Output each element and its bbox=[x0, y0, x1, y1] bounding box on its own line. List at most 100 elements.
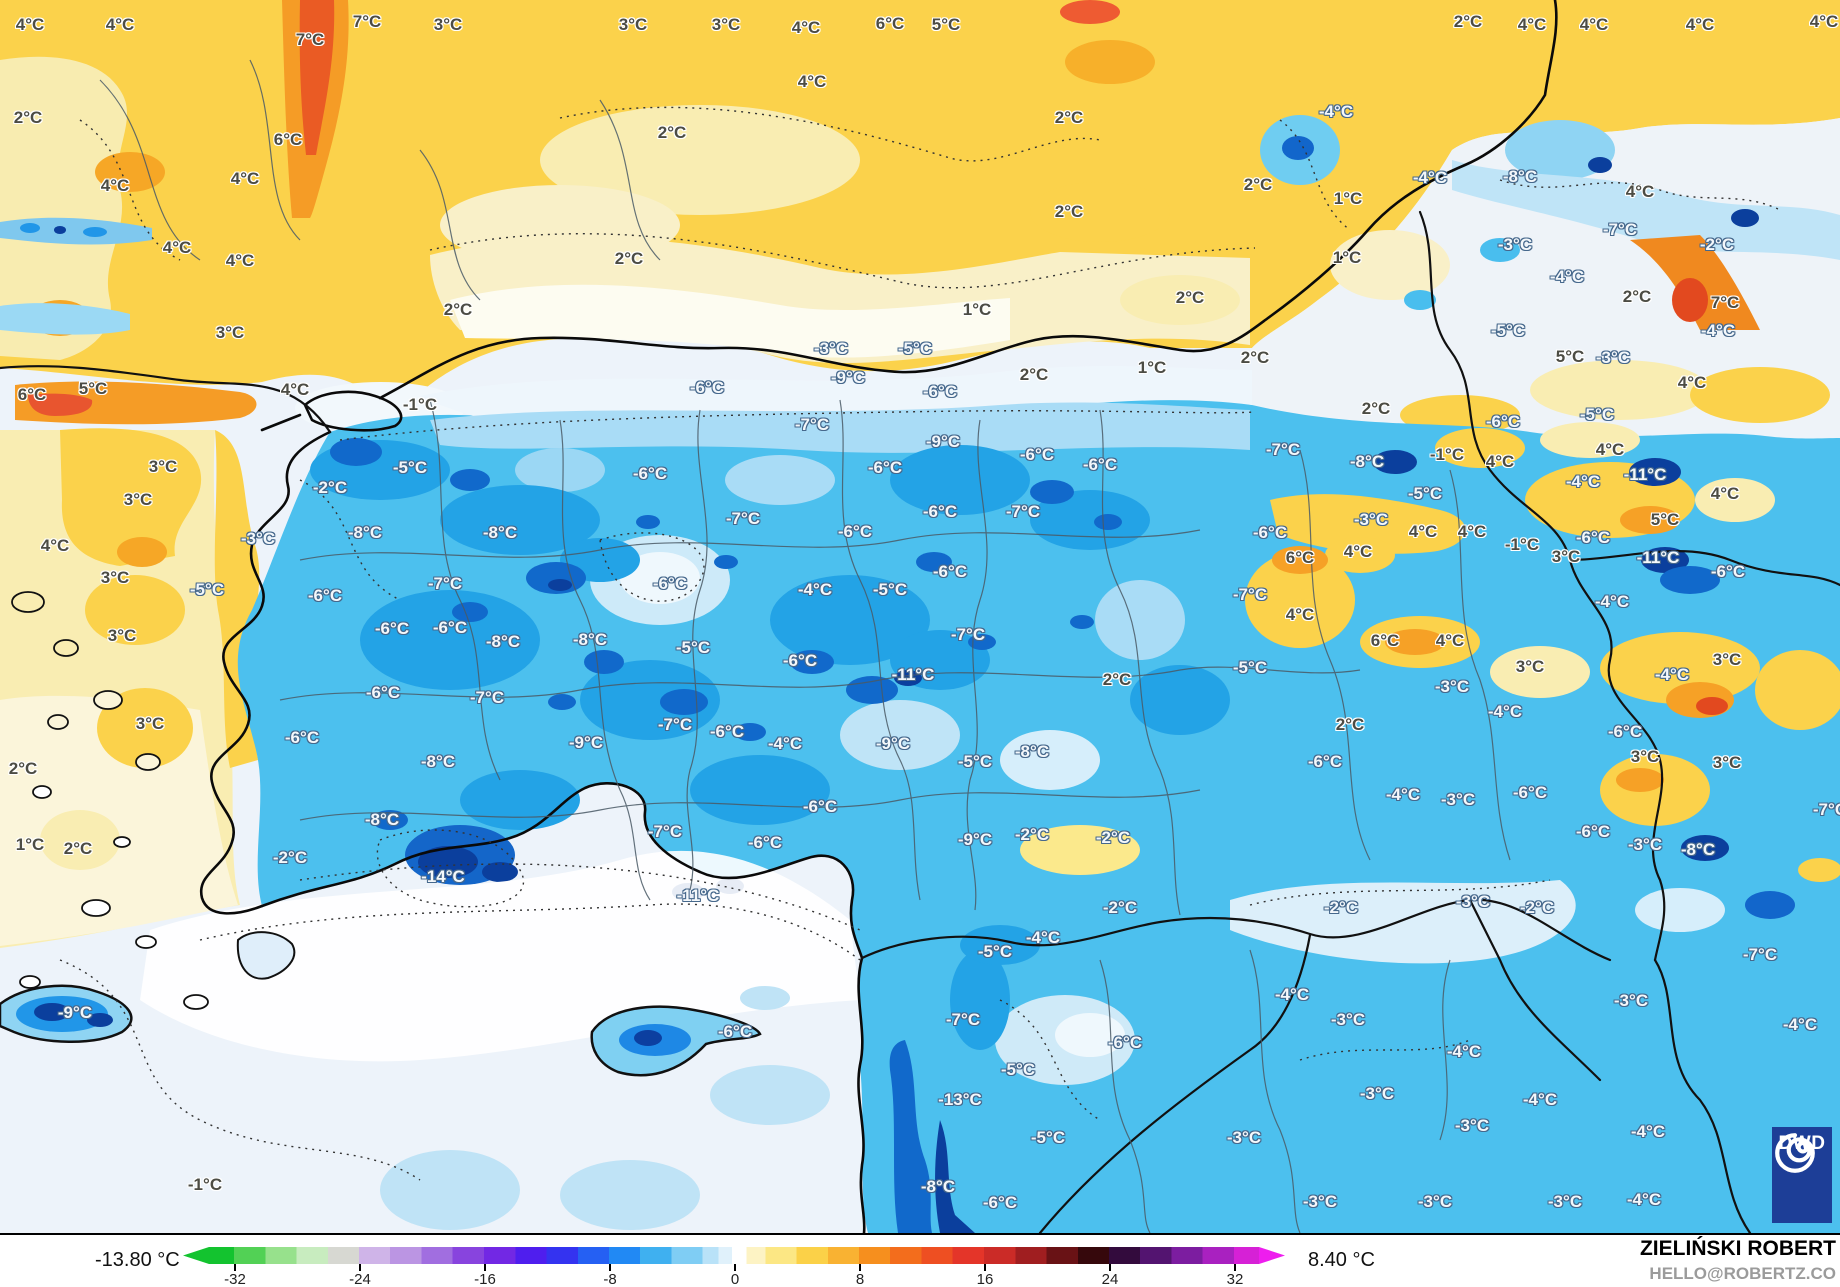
temp-label: -5°C bbox=[977, 942, 1013, 961]
temp-label: -5°C bbox=[957, 752, 993, 771]
temp-label: -6°C bbox=[1107, 1033, 1143, 1052]
temp-label: 6°C bbox=[273, 130, 303, 149]
temp-label: -6°C bbox=[1019, 445, 1055, 464]
temp-label: -7°C bbox=[725, 509, 761, 528]
temp-label: -2°C bbox=[1014, 825, 1050, 844]
temp-label: -4°C bbox=[1274, 985, 1310, 1004]
temp-label: -3°C bbox=[1497, 235, 1533, 254]
legend-tick-label: 24 bbox=[1101, 1271, 1119, 1287]
temp-label: 2°C bbox=[614, 249, 644, 268]
temp-label: 6°C bbox=[1285, 548, 1315, 567]
temp-label: -8°C bbox=[1680, 840, 1716, 859]
temp-label: -6°C bbox=[1252, 523, 1288, 542]
temp-label: -1°C bbox=[1429, 445, 1465, 464]
temp-label: -4°C bbox=[1782, 1015, 1818, 1034]
temp-label: -2°C bbox=[1095, 828, 1131, 847]
legend-tick-label: -8 bbox=[603, 1271, 617, 1287]
temp-label: -6°C bbox=[1512, 783, 1548, 802]
mediterranean bbox=[0, 850, 860, 1230]
temp-label: -4°C bbox=[1446, 1042, 1482, 1061]
temp-label: -9°C bbox=[568, 733, 604, 752]
temp-label: -8°C bbox=[485, 632, 521, 651]
temp-label: -6°C bbox=[365, 683, 401, 702]
temp-label: -3°C bbox=[1434, 677, 1470, 696]
temp-label: 2°C bbox=[1622, 287, 1652, 306]
temp-label: 5°C bbox=[78, 379, 108, 398]
temp-label: -7°C bbox=[1005, 502, 1041, 521]
temp-label: 2°C bbox=[1175, 288, 1205, 307]
temp-label: -6°C bbox=[717, 1022, 753, 1041]
temp-label: -8°C bbox=[482, 523, 518, 542]
temp-label: 2°C bbox=[1240, 348, 1270, 367]
temp-label: -8°C bbox=[1349, 452, 1385, 471]
temp-label: -9°C bbox=[830, 368, 866, 387]
temp-label: -3°C bbox=[1613, 991, 1649, 1010]
temp-label: -7°C bbox=[1265, 440, 1301, 459]
temp-label: -7°C bbox=[950, 625, 986, 644]
temp-label: 3°C bbox=[1712, 753, 1742, 772]
temp-label: -4°C bbox=[1385, 785, 1421, 804]
temp-label: 6°C bbox=[1370, 631, 1400, 650]
legend-tick-label: 0 bbox=[730, 1271, 740, 1287]
temp-label: -4°C bbox=[1594, 592, 1630, 611]
temp-label: -5°C bbox=[675, 638, 711, 657]
temp-label: -1°C bbox=[402, 395, 438, 414]
temp-label: -8°C bbox=[1014, 742, 1050, 761]
temp-label: -5°C bbox=[189, 580, 225, 599]
temp-label: -6°C bbox=[782, 651, 818, 670]
temp-label: 2°C bbox=[1054, 108, 1084, 127]
temp-label: 2°C bbox=[13, 108, 43, 127]
temp-label: -7°C bbox=[1742, 945, 1778, 964]
temp-label: 4°C bbox=[1435, 631, 1465, 650]
temp-label: -3°C bbox=[1302, 1192, 1338, 1211]
temp-label: -3°C bbox=[1454, 1116, 1490, 1135]
temp-label: 3°C bbox=[618, 15, 648, 34]
temp-label: -6°C bbox=[1575, 528, 1611, 547]
temp-label: -9°C bbox=[57, 1003, 93, 1022]
temp-label: -7°C bbox=[794, 415, 830, 434]
legend-tick bbox=[1109, 1264, 1111, 1271]
temp-label: -6°C bbox=[374, 619, 410, 638]
temp-label: -8°C bbox=[420, 752, 456, 771]
temp-label: -3°C bbox=[1455, 892, 1491, 911]
temp-label: -4°C bbox=[767, 734, 803, 753]
legend-tick bbox=[484, 1264, 486, 1271]
temp-label: -5°C bbox=[872, 580, 908, 599]
temp-label: 4°C bbox=[225, 251, 255, 270]
temp-label: -3°C bbox=[1330, 1010, 1366, 1029]
temp-label: -5°C bbox=[1000, 1060, 1036, 1079]
temp-label: 4°C bbox=[1625, 182, 1655, 201]
temp-label: 1°C bbox=[15, 835, 45, 854]
temp-label: -9°C bbox=[875, 734, 911, 753]
temp-label: -11°C bbox=[676, 886, 720, 905]
temp-label: -2°C bbox=[1323, 898, 1359, 917]
legend-tick-label: -24 bbox=[349, 1271, 371, 1287]
temp-label: -6°C bbox=[1307, 752, 1343, 771]
temp-label: -6°C bbox=[1607, 722, 1643, 741]
temp-label: -6°C bbox=[689, 378, 725, 397]
admin-borders bbox=[99, 59, 1511, 1233]
temp-label: 2°C bbox=[1054, 202, 1084, 221]
temp-label: -5°C bbox=[1030, 1128, 1066, 1147]
temp-label: 4°C bbox=[100, 176, 130, 195]
temp-label: 4°C bbox=[1685, 15, 1715, 34]
temp-label: -6°C bbox=[307, 586, 343, 605]
temp-label: 2°C bbox=[1102, 670, 1132, 689]
legend-tick bbox=[609, 1264, 611, 1271]
temp-label: 4°C bbox=[280, 380, 310, 399]
temp-label: 4°C bbox=[1457, 522, 1487, 541]
temp-label: -6°C bbox=[837, 522, 873, 541]
temp-label: 2°C bbox=[443, 300, 473, 319]
temp-label: -4°C bbox=[1522, 1090, 1558, 1109]
temp-label: 1°C bbox=[962, 300, 992, 319]
temp-label: 3°C bbox=[1712, 650, 1742, 669]
temp-label: -3°C bbox=[1440, 790, 1476, 809]
temp-label: 3°C bbox=[148, 457, 178, 476]
temp-label: -7°C bbox=[1812, 800, 1840, 819]
temp-label: 3°C bbox=[1515, 657, 1545, 676]
temp-label: -6°C bbox=[922, 382, 958, 401]
legend-tick bbox=[359, 1264, 361, 1271]
temp-label: -6°C bbox=[432, 618, 468, 637]
temp-label: -4°C bbox=[1025, 928, 1061, 947]
temp-label: 2°C bbox=[657, 123, 687, 142]
